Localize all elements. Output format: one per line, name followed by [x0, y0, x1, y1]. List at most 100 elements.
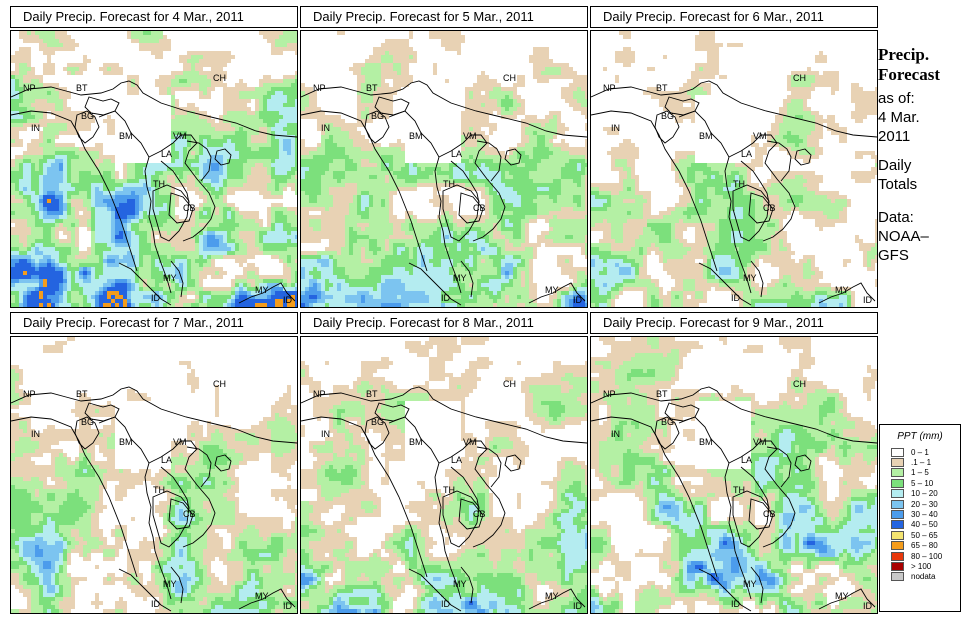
forecast-panel: Daily Precip. Forecast for 5 Mar., 2011 N… — [300, 6, 588, 308]
legend-swatch — [891, 489, 904, 499]
data-line2: NOAA– — [878, 228, 929, 245]
country-label: BG — [661, 417, 674, 427]
precip-field — [11, 337, 297, 613]
country-label: BT — [366, 389, 378, 399]
country-label: MY — [743, 579, 757, 589]
country-label: ID — [441, 599, 451, 609]
country-label: NP — [603, 389, 616, 399]
precip-field — [301, 31, 587, 307]
country-label: TH — [443, 485, 455, 495]
country-borders — [591, 80, 877, 306]
totals-line2: Totals — [878, 176, 918, 193]
country-label: VM — [463, 437, 477, 447]
legend-swatch — [891, 541, 904, 551]
country-label: ID — [283, 295, 293, 305]
legend-item: 1 – 5 — [891, 468, 960, 478]
legend-swatch — [891, 510, 904, 520]
precip-field — [591, 337, 877, 613]
panel-title: Daily Precip. Forecast for 6 Mar., 2011 — [590, 6, 878, 28]
country-label: ID — [863, 601, 873, 611]
legend-swatch — [891, 478, 904, 488]
country-label: VM — [753, 437, 767, 447]
asof-year: 2011 — [878, 128, 911, 145]
country-label: VM — [173, 437, 187, 447]
legend-item: 40 – 50 — [891, 520, 960, 530]
country-label: ID — [863, 295, 873, 305]
country-label: NP — [313, 83, 326, 93]
forecast-panel: Daily Precip. Forecast for 9 Mar., 2011 N… — [590, 312, 878, 614]
legend-item: 50 – 65 — [891, 530, 960, 540]
country-label: CB — [473, 203, 486, 213]
country-label: ID — [283, 601, 293, 611]
legend-label: 5 – 10 — [911, 478, 934, 488]
country-label: LA — [451, 455, 462, 465]
country-label: BG — [371, 417, 384, 427]
country-label: VM — [463, 131, 477, 141]
country-label: TH — [153, 485, 165, 495]
country-label: BM — [119, 437, 133, 447]
precip-field — [11, 31, 297, 307]
country-label: ID — [573, 295, 583, 305]
asof-date: 4 Mar. — [878, 109, 920, 126]
legend-label: 65 – 80 — [911, 541, 938, 551]
precip-map: NP BT BG IN BM CH VM LA TH CB MY MY ID ID — [300, 30, 588, 308]
legend-item: 5 – 10 — [891, 478, 960, 488]
asof-label: as of: — [878, 90, 915, 107]
country-label: IN — [31, 123, 40, 133]
legend-label: 50 – 65 — [911, 530, 938, 540]
legend-swatch — [891, 530, 904, 540]
panel-title: Daily Precip. Forecast for 8 Mar., 2011 — [300, 312, 588, 334]
country-label: VM — [753, 131, 767, 141]
legend-item: 30 – 40 — [891, 509, 960, 520]
country-label: BM — [119, 131, 133, 141]
country-label: ID — [151, 293, 161, 303]
legend-item: .1 – 1 — [891, 457, 960, 468]
data-line3: GFS — [878, 247, 909, 264]
country-label: BM — [699, 131, 713, 141]
legend-label: 1 – 5 — [911, 468, 929, 478]
country-label: ID — [441, 293, 451, 303]
country-label: BM — [699, 437, 713, 447]
country-label: MY — [835, 591, 849, 601]
country-label: BM — [409, 131, 423, 141]
totals-line1: Daily — [878, 157, 912, 174]
legend-swatch — [891, 499, 904, 509]
country-label: BT — [656, 83, 668, 93]
country-label: CH — [213, 379, 226, 389]
country-label: IN — [611, 123, 620, 133]
country-label: LA — [161, 149, 172, 159]
country-label: MY — [255, 591, 269, 601]
side-title-line1: Precip. — [878, 45, 930, 64]
forecast-panel: Daily Precip. Forecast for 7 Mar., 2011 N… — [10, 312, 298, 614]
country-borders — [591, 386, 877, 612]
panel-title: Daily Precip. Forecast for 5 Mar., 2011 — [300, 6, 588, 28]
precip-map: NP BT BG IN BM CH VM LA TH CB MY MY ID ID — [300, 336, 588, 614]
country-label: LA — [451, 149, 462, 159]
legend-swatch — [891, 447, 904, 457]
legend-label: 20 – 30 — [911, 499, 938, 509]
country-label: TH — [733, 485, 745, 495]
legend-label: 80 – 100 — [911, 551, 943, 561]
panel-title: Daily Precip. Forecast for 7 Mar., 2011 — [10, 312, 298, 334]
legend-swatch — [891, 520, 904, 530]
country-label: TH — [443, 179, 455, 189]
legend-label: 40 – 50 — [911, 520, 938, 530]
country-label: ID — [151, 599, 161, 609]
country-label: NP — [23, 83, 36, 93]
country-label: BG — [81, 111, 94, 121]
precip-field — [301, 337, 587, 613]
country-label: CH — [503, 379, 516, 389]
country-label: LA — [741, 455, 752, 465]
data-line1: Data: — [878, 209, 914, 226]
country-label: IN — [321, 429, 330, 439]
forecast-panel: Daily Precip. Forecast for 4 Mar., 2011 N… — [10, 6, 298, 308]
country-borders — [301, 80, 587, 306]
country-label: LA — [161, 455, 172, 465]
